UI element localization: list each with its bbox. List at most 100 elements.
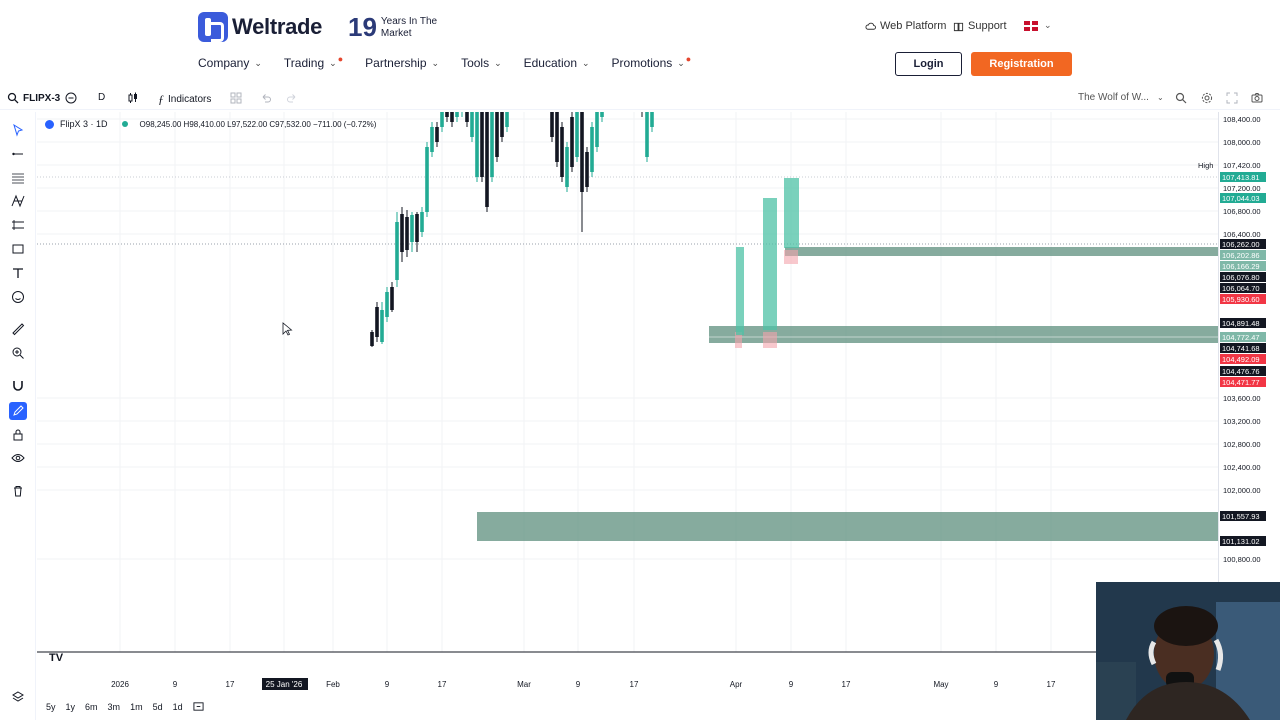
candles-icon xyxy=(128,92,137,103)
price-tag: 107,413.81 xyxy=(1220,172,1266,182)
settings-button[interactable] xyxy=(1201,92,1213,104)
cloud-icon xyxy=(865,22,876,30)
nav-trading[interactable]: Trading ⌄ ● xyxy=(284,54,344,70)
nav-company[interactable]: Company ⌄ xyxy=(198,56,262,70)
y-axis-tick-label: 108,000.00 xyxy=(1223,138,1261,147)
legend-title[interactable]: FlipX 3 · 1D xyxy=(60,119,108,129)
range-5d[interactable]: 5d xyxy=(152,702,163,712)
price-tag-bg xyxy=(1220,193,1266,203)
gear-icon xyxy=(1201,92,1213,104)
ruler-icon xyxy=(12,323,25,336)
candle-body xyxy=(440,112,444,127)
fib-tool[interactable] xyxy=(9,169,27,187)
language-chevron-down-icon[interactable]: ⌄ xyxy=(1044,20,1052,30)
range-1d[interactable]: 1d xyxy=(172,702,183,712)
webcam-overlay xyxy=(1096,582,1280,720)
y-axis-tick-label: 106,400.00 xyxy=(1223,230,1261,239)
y-axis-tick-label: 102,800.00 xyxy=(1223,440,1261,449)
nav-partnership[interactable]: Partnership ⌄ xyxy=(365,56,439,70)
chart-area[interactable]: 108,400.00 108,000.00 107,420.00 107,200.00… xyxy=(37,112,1280,720)
price-tag: 104,476.76 xyxy=(1220,366,1266,376)
trash-icon xyxy=(14,486,22,497)
symbol-search[interactable]: FLIPX-3 xyxy=(7,92,60,104)
x-axis-tick-label: 9 xyxy=(789,680,794,689)
icons-tool[interactable] xyxy=(9,288,27,306)
quick-search-button[interactable] xyxy=(1175,92,1187,104)
chart-legend: FlipX 3 · 1D O98,245.00 H98,410.00 L97,5… xyxy=(45,119,376,129)
login-button[interactable]: Login xyxy=(895,52,962,76)
cursor-tool[interactable] xyxy=(9,121,27,139)
go-to-date-button[interactable] xyxy=(193,701,204,714)
weltrade-logo[interactable]: Weltrade xyxy=(198,12,322,42)
book-icon xyxy=(953,22,964,31)
fullscreen-icon xyxy=(1226,92,1238,104)
rectangle-icon xyxy=(12,244,24,254)
registration-button[interactable]: Registration xyxy=(971,52,1072,76)
magnifier-icon xyxy=(1175,92,1187,104)
candle-body xyxy=(410,215,414,242)
lock-drawings-tool[interactable] xyxy=(9,426,27,444)
price-tag-bg xyxy=(1220,332,1266,342)
candle-body xyxy=(570,117,574,167)
redo-button[interactable] xyxy=(286,92,298,104)
shapes-tool[interactable] xyxy=(9,240,27,258)
price-tag-label: 105,930.60 xyxy=(1222,295,1260,304)
indicators-button[interactable]: ƒ Indicators xyxy=(158,92,211,107)
hide-drawings-tool[interactable] xyxy=(9,449,27,467)
support-link[interactable]: Support xyxy=(953,20,1007,32)
candle-body xyxy=(590,127,594,172)
price-chart[interactable]: 108,400.00 108,000.00 107,420.00 107,200.00… xyxy=(37,112,1280,720)
candle-body xyxy=(480,112,484,177)
compare-button[interactable] xyxy=(65,92,77,104)
pattern-tool[interactable] xyxy=(9,192,27,210)
interval-label: D xyxy=(98,92,106,103)
interval-button[interactable]: D xyxy=(98,92,105,103)
candle-body xyxy=(400,214,404,252)
new-dot-icon: ● xyxy=(337,54,344,64)
text-tool[interactable] xyxy=(9,264,27,282)
range-3m[interactable]: 3m xyxy=(107,702,121,712)
x-axis-tick-label: 17 xyxy=(226,680,235,689)
measure-tool[interactable] xyxy=(9,320,27,338)
chevron-down-icon: ⌄ xyxy=(582,57,590,68)
fullscreen-button[interactable] xyxy=(1226,92,1238,104)
candle-body xyxy=(445,112,449,117)
price-tag: 101,557.93 xyxy=(1220,511,1266,521)
crosshair-date-bg xyxy=(262,678,308,690)
candle-body xyxy=(500,112,504,137)
candle-body xyxy=(555,112,559,162)
snapshot-button[interactable] xyxy=(1251,92,1263,104)
range-6m[interactable]: 6m xyxy=(85,702,98,712)
candle-body xyxy=(425,147,429,212)
prediction-tool[interactable] xyxy=(9,216,27,234)
years-number: 19 xyxy=(348,12,377,42)
grid-icon xyxy=(230,92,242,104)
zoom-tool[interactable] xyxy=(9,344,27,362)
trend-line-tool[interactable] xyxy=(9,145,27,163)
text-icon xyxy=(13,268,23,278)
tradingview-logo-icon: TV xyxy=(49,652,64,664)
remove-drawings-tool[interactable] xyxy=(9,482,27,500)
range-5y[interactable]: 5y xyxy=(46,702,56,712)
nav-promotions[interactable]: Promotions ⌄ ● xyxy=(612,54,692,70)
range-1y[interactable]: 1y xyxy=(65,702,76,712)
nav-education[interactable]: Education ⌄ xyxy=(524,56,590,70)
layout-name-button[interactable]: The Wolf of W... ⌄ xyxy=(1078,92,1164,103)
candle-body xyxy=(370,332,374,346)
y-axis-tick-label: 103,600.00 xyxy=(1223,394,1261,403)
chevron-down-icon: ⌄ xyxy=(254,57,262,68)
imbalance-box xyxy=(735,332,742,348)
y-axis-tick-label: 107,200.00 xyxy=(1223,184,1261,193)
chart-type-button[interactable] xyxy=(127,92,139,104)
nav-tools[interactable]: Tools ⌄ xyxy=(461,56,502,70)
web-platform-link[interactable]: Web Platform xyxy=(865,20,946,32)
object-tree-tool[interactable] xyxy=(9,688,27,706)
layouts-button[interactable] xyxy=(230,92,242,104)
range-1m[interactable]: 1m xyxy=(130,702,143,712)
magnet-tool[interactable] xyxy=(9,377,27,395)
uk-flag-icon[interactable] xyxy=(1024,21,1038,31)
x-axis-tick-label: 2026 xyxy=(111,680,129,689)
stay-in-drawing-mode-tool[interactable] xyxy=(9,402,27,420)
undo-button[interactable] xyxy=(260,92,272,104)
plus-circle-icon xyxy=(65,92,77,104)
